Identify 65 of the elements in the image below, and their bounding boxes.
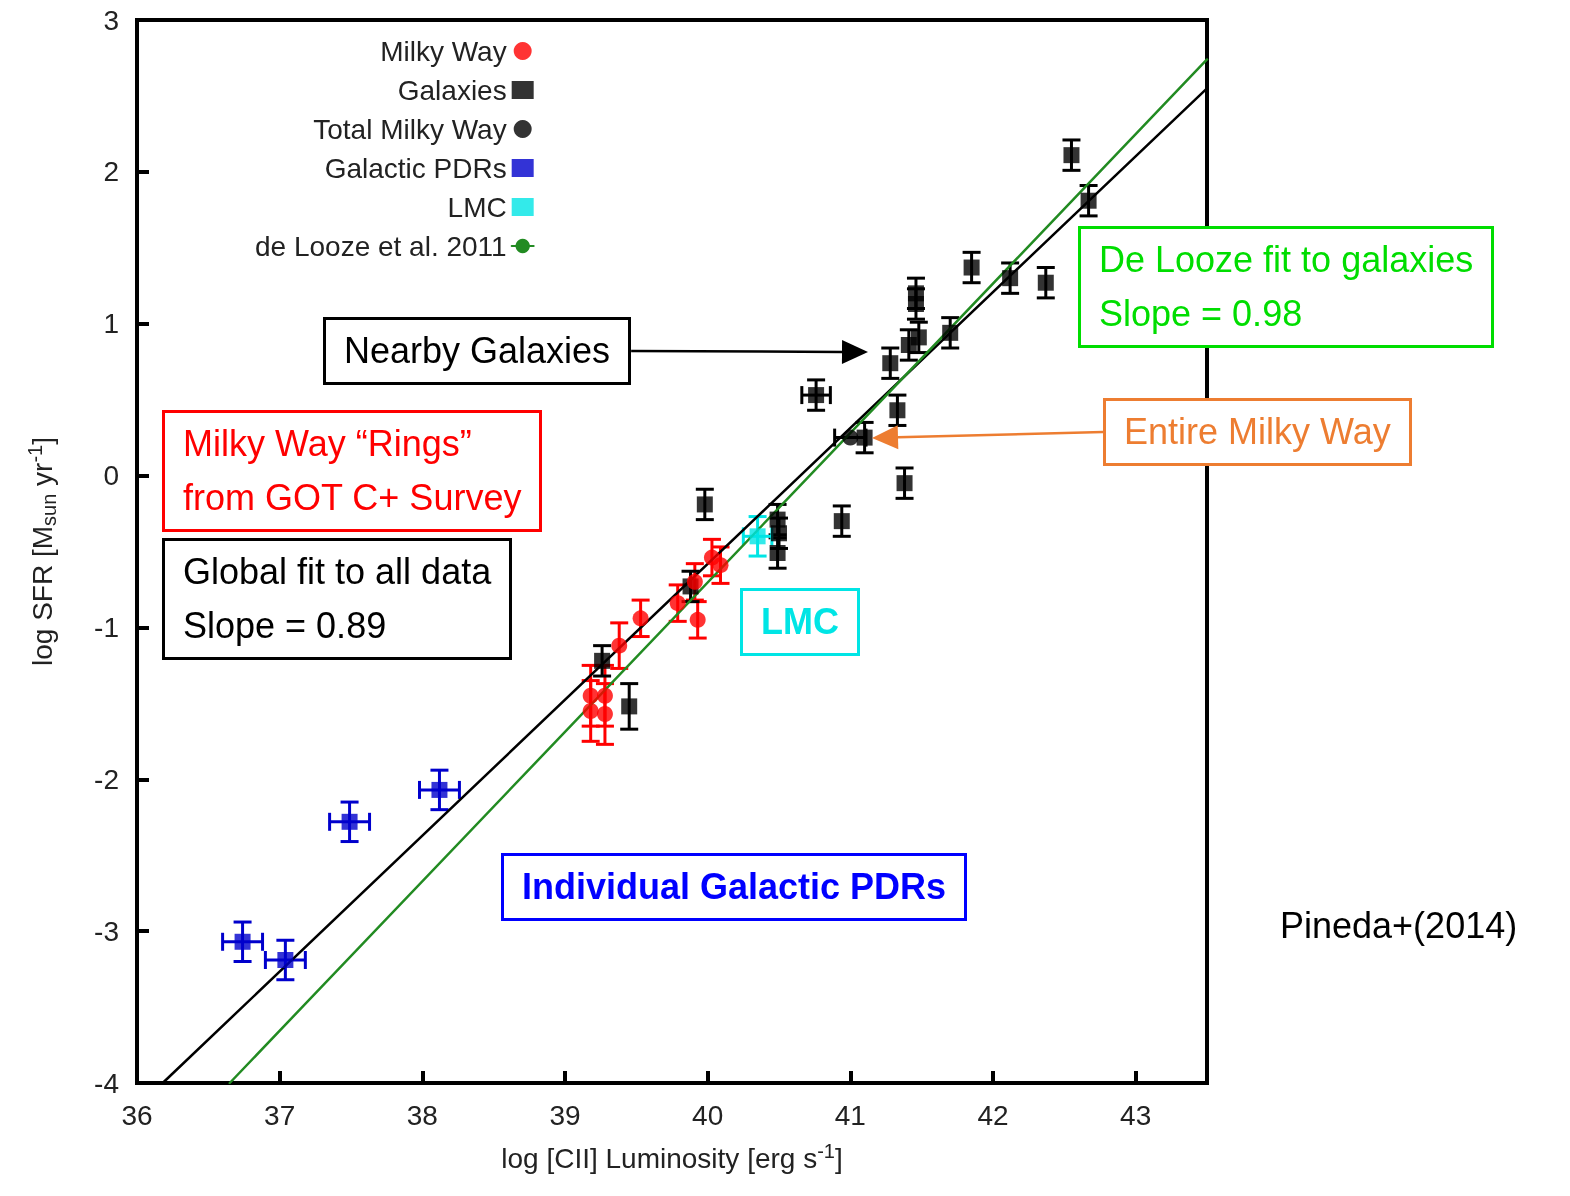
annotation: De Looze fit to galaxies Slope = 0.98 — [1078, 226, 1495, 348]
point — [1002, 270, 1019, 287]
y-tick-label: 2 — [103, 156, 119, 188]
y-tick-label: -2 — [94, 763, 119, 795]
point — [582, 687, 599, 704]
point — [842, 429, 859, 446]
x-tick-label: 42 — [977, 1099, 1009, 1131]
point — [749, 528, 766, 545]
y-tick-label: 0 — [103, 460, 119, 492]
point — [696, 496, 713, 513]
point — [234, 933, 251, 950]
legend-label: Milky Way — [380, 35, 507, 67]
point — [632, 610, 649, 627]
annotation: Milky Way “Rings” from GOT C+ Survey — [162, 410, 543, 532]
point — [611, 637, 628, 654]
point — [689, 611, 706, 628]
annotation: Individual Galactic PDRs — [501, 853, 968, 921]
point — [596, 705, 613, 722]
y-tick-label: -3 — [94, 915, 119, 947]
annotation: Entire Milky Way — [1103, 398, 1412, 466]
point — [669, 595, 686, 612]
y-tick-label: 3 — [103, 4, 119, 36]
x-tick-label: 36 — [121, 1099, 153, 1131]
point — [900, 336, 917, 353]
y-tick-label: -1 — [94, 611, 119, 643]
annotation: Global fit to all data Slope = 0.89 — [162, 538, 513, 660]
x-tick-label: 37 — [264, 1099, 296, 1131]
legend-label: Total Milky Way — [313, 113, 507, 145]
point — [833, 513, 850, 530]
annotation: Nearby Galaxies — [323, 317, 632, 385]
point — [769, 545, 786, 562]
point — [686, 573, 703, 590]
point — [582, 702, 599, 719]
legend-label: Galaxies — [397, 74, 507, 106]
annotation: LMC — [740, 588, 860, 656]
point — [341, 813, 358, 830]
text: Pineda+(2014) — [1262, 895, 1536, 957]
point — [907, 295, 924, 312]
point — [856, 429, 873, 446]
point — [1080, 192, 1097, 209]
point — [882, 355, 899, 372]
x-tick-label: 43 — [1120, 1099, 1152, 1131]
x-tick-label: 38 — [406, 1099, 438, 1131]
legend-label: Galactic PDRs — [324, 152, 507, 184]
point — [431, 781, 448, 798]
point — [942, 324, 959, 341]
point — [808, 387, 825, 404]
x-tick-label: 41 — [834, 1099, 866, 1131]
point — [712, 557, 729, 574]
y-tick-label: 1 — [103, 308, 119, 340]
point — [596, 687, 613, 704]
point — [1037, 274, 1054, 291]
x-tick-label: 39 — [549, 1099, 581, 1131]
point — [621, 698, 638, 715]
point — [277, 952, 294, 968]
legend-label: de Looze et al. 2011 — [255, 230, 507, 262]
legend-label: LMC — [447, 191, 507, 223]
point — [963, 259, 980, 276]
y-tick-label: -4 — [94, 1067, 119, 1099]
x-tick-label: 40 — [692, 1099, 724, 1131]
point — [896, 475, 913, 492]
y-axis-title: log SFR [Msun yr-1] — [24, 437, 60, 666]
point — [1063, 147, 1080, 164]
point — [771, 525, 787, 542]
point — [889, 402, 906, 419]
